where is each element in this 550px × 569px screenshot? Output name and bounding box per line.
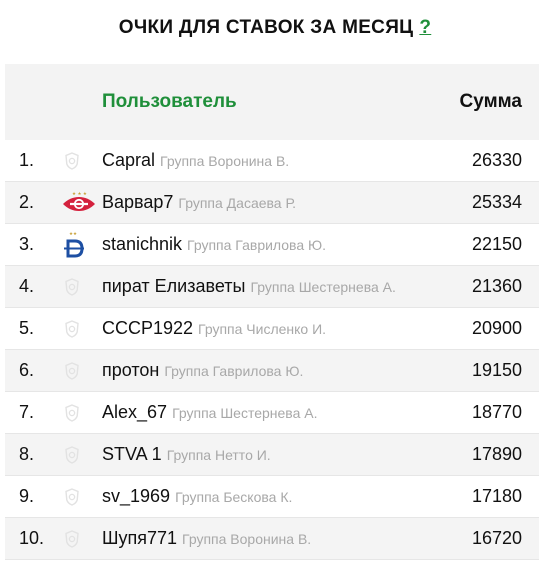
table-row: 3. ★★ stanichnik Группа Гаврилова Ю. 22150 [5, 224, 539, 266]
rank-number: 7. [19, 402, 35, 422]
dynamo-logo-icon: ★★ [60, 230, 102, 260]
table-header: Пользователь Сумма [5, 64, 539, 140]
table-row: 4. пират Елизаветы Группа Шестернева А. 213… [5, 266, 539, 308]
rank-number: 10. [19, 528, 45, 548]
rank-number: 6. [19, 360, 35, 380]
svg-text:★★: ★★ [69, 231, 77, 237]
rank-number: 1. [19, 150, 35, 170]
user-group-label: Группа Нетто И. [166, 446, 271, 463]
placeholder-badge-icon [60, 403, 102, 423]
user-group-label: Группа Гаврилова Ю. [187, 236, 327, 253]
table-row: 10. Шупя771 Группа Воронина В. 16720 [5, 518, 539, 560]
user-name-link[interactable]: Шупя771 [102, 528, 178, 548]
score-value: 25334 [471, 192, 522, 212]
svg-text:★ ★ ★: ★ ★ ★ [72, 191, 87, 197]
user-name-link[interactable]: Варвар7 [102, 192, 174, 212]
rank-number: 4. [19, 276, 35, 296]
table-row: 1. Capral Группа Воронина В. 26330 [5, 140, 539, 182]
score-value: 17180 [471, 486, 522, 506]
user-name-link[interactable]: stanichnik [102, 234, 183, 254]
score-value: 20900 [471, 318, 522, 338]
table-body: 1. Capral Группа Воронина В. 26330 2. ★ ★ ★ Ва… [5, 140, 539, 560]
placeholder-badge-icon [60, 529, 102, 549]
table-row: 5. СССР1922 Группа Численко И. 20900 [5, 308, 539, 350]
user-group-label: Группа Шестернева А. [250, 278, 396, 295]
user-name-link[interactable]: sv_1969 [102, 486, 171, 506]
placeholder-badge-icon [60, 319, 102, 339]
placeholder-badge-icon [60, 445, 102, 465]
rank-number: 5. [19, 318, 35, 338]
spartak-logo-icon: ★ ★ ★ [60, 190, 102, 216]
table-row: 8. STVA 1 Группа Нетто И. 17890 [5, 434, 539, 476]
user-group-label: Группа Гаврилова Ю. [164, 362, 304, 379]
rank-number: 2. [19, 192, 35, 212]
user-name-link[interactable]: Capral [102, 150, 156, 170]
score-value: 22150 [471, 234, 522, 254]
placeholder-badge-icon [60, 277, 102, 297]
user-group-label: Группа Шестернева А. [172, 404, 318, 421]
score-value: 18770 [471, 402, 522, 422]
user-group-label: Группа Воронина В. [160, 152, 290, 169]
leaderboard-table: Пользователь Сумма 1. Capral Группа Ворони… [5, 64, 539, 560]
user-group-label: Группа Бескова К. [175, 488, 293, 505]
user-name-link[interactable]: Alex_67 [102, 402, 168, 422]
rank-number: 9. [19, 486, 35, 506]
score-value: 17890 [471, 444, 522, 464]
placeholder-badge-icon [60, 361, 102, 381]
table-row: 2. ★ ★ ★ Варвар7 Группа Дасаева Р. 25334 [5, 182, 539, 224]
user-group-label: Группа Воронина В. [182, 530, 312, 547]
table-row: 6. протон Группа Гаврилова Ю. 19150 [5, 350, 539, 392]
page-title-text: ОЧКИ ДЛЯ СТАВОК ЗА МЕСЯЦ [118, 17, 414, 38]
table-row: 9. sv_1969 Группа Бескова К. 17180 [5, 476, 539, 518]
user-group-label: Группа Численко И. [198, 320, 327, 337]
column-header-sum: Сумма [459, 91, 522, 112]
placeholder-badge-icon [60, 151, 102, 171]
page-title: ОЧКИ ДЛЯ СТАВОК ЗА МЕСЯЦ ? [0, 0, 550, 56]
score-value: 16720 [471, 528, 522, 548]
user-name-link[interactable]: СССР1922 [102, 318, 194, 338]
user-name-link[interactable]: пират Елизаветы [102, 276, 246, 296]
user-group-label: Группа Дасаева Р. [178, 194, 297, 211]
score-value: 21360 [471, 276, 522, 296]
user-name-link[interactable]: STVA 1 [102, 444, 162, 464]
table-row: 7. Alex_67 Группа Шестернева А. 18770 [5, 392, 539, 434]
score-value: 26330 [471, 150, 522, 170]
score-value: 19150 [471, 360, 522, 380]
column-header-user[interactable]: Пользователь [102, 91, 237, 112]
help-link[interactable]: ? [419, 17, 432, 38]
rank-number: 8. [19, 444, 35, 464]
placeholder-badge-icon [60, 487, 102, 507]
rank-number: 3. [19, 234, 35, 254]
user-name-link[interactable]: протон [102, 360, 160, 380]
